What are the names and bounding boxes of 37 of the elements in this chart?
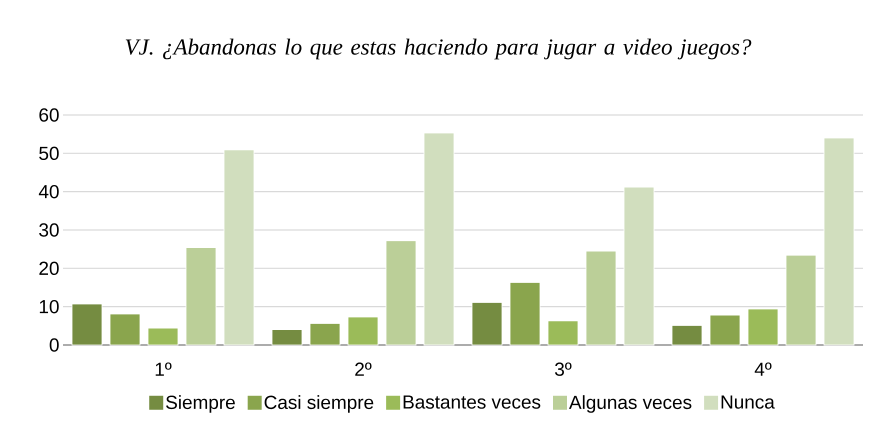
legend-label: Siempre [166,395,235,413]
y-tick-label: 10 [40,300,59,314]
bar [510,282,540,346]
legend-label: Algunas veces [569,395,692,413]
legend-label: Casi siempre [264,395,374,413]
bar [148,328,178,346]
bar [672,325,702,346]
bar [548,320,578,346]
bar [272,329,302,346]
bar [386,240,416,346]
bar [186,247,216,346]
y-tick-label: 0 [50,338,59,352]
bar [824,138,854,346]
legend-label: Bastantes veces [404,396,540,409]
bar [710,314,740,346]
x-tick-label: 4º [754,362,772,376]
bar [72,304,102,346]
bar [348,316,378,346]
y-tick-label: 20 [39,262,59,276]
bar [624,186,654,346]
y-tick-label: 50 [39,146,59,160]
bar [786,254,816,346]
bar [472,302,502,346]
legend-label: Nunca [722,396,775,409]
x-tick-label: 2º [355,362,372,376]
bar [424,132,454,346]
bar [110,314,140,346]
y-tick-label: 60 [39,108,59,122]
y-tick-label: 40 [38,184,59,198]
bar [224,149,254,346]
bar [748,308,778,346]
x-tick-label: 1º [156,362,172,376]
chart-title: VJ. ¿Abandonas lo que estas haciendo para jugar a video juegos? [126,38,752,60]
x-tick-label: 3º [555,362,572,376]
bar [310,323,340,346]
y-tick-label: 30 [39,223,59,237]
bar [586,250,616,346]
